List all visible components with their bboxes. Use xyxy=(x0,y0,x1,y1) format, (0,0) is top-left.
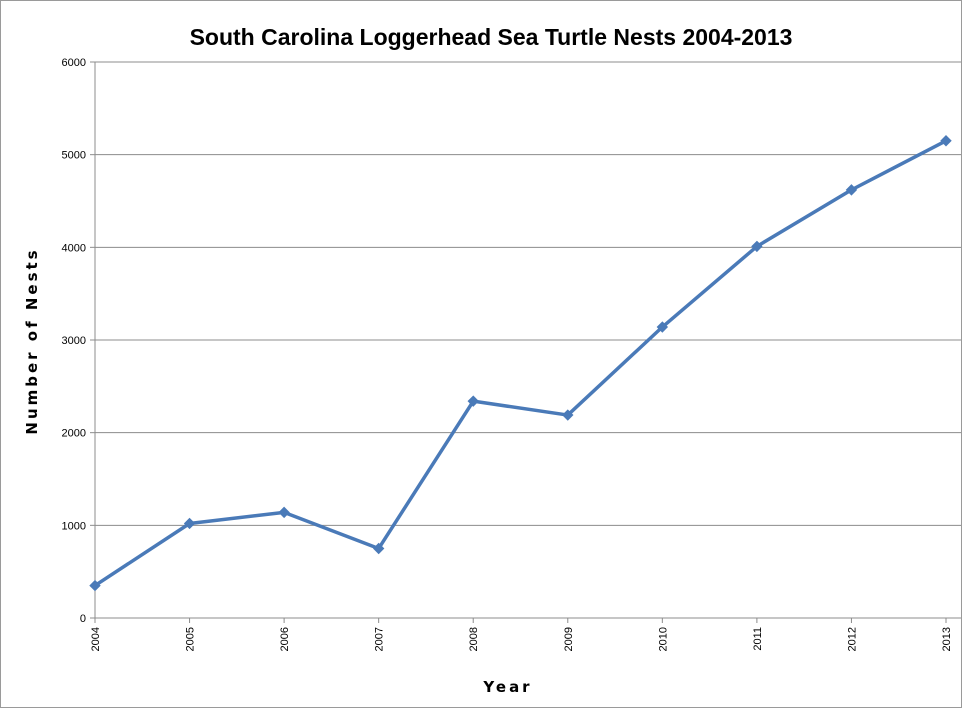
x-tick-label: 2004 xyxy=(90,627,102,651)
x-tick-label: 2005 xyxy=(185,627,197,651)
gridlines xyxy=(95,61,961,526)
x-tick-label: 2008 xyxy=(468,627,480,651)
y-tick-label: 2000 xyxy=(62,428,86,440)
x-tick-label: 2012 xyxy=(846,627,858,651)
y-tick-label: 3000 xyxy=(62,335,86,347)
data-point xyxy=(89,579,101,592)
chart-title: South Carolina Loggerhead Sea Turtle Nes… xyxy=(190,24,793,50)
x-tick-label: 2009 xyxy=(563,627,575,651)
y-tick-label: 1000 xyxy=(62,520,86,532)
x-axis-title: Year xyxy=(482,678,532,696)
data-point xyxy=(845,184,858,196)
data-point xyxy=(656,321,669,333)
x-tick-label: 2007 xyxy=(374,627,386,651)
x-tick-label: 2011 xyxy=(752,627,764,651)
data-point xyxy=(467,395,479,407)
data-point xyxy=(183,517,196,530)
axes xyxy=(90,61,961,623)
data-point xyxy=(562,409,574,421)
x-tick-label: 2006 xyxy=(279,627,291,651)
data-points xyxy=(89,135,952,592)
series-line xyxy=(93,139,948,588)
y-tick-label: 0 xyxy=(80,613,86,625)
data-point xyxy=(278,506,290,519)
y-tick-label: 4000 xyxy=(62,242,86,254)
data-point xyxy=(751,240,763,253)
data-point xyxy=(940,135,952,147)
y-tick-label: 5000 xyxy=(62,150,86,162)
y-axis-title: Number of Nests xyxy=(23,247,41,434)
y-tick-labels: 0 1000 2000 3000 4000 5000 6000 xyxy=(62,57,86,625)
data-point xyxy=(372,542,385,555)
series-lines xyxy=(93,139,948,588)
x-tick-labels: 2004 2005 2006 2007 2008 2009 2010 2011 2012 2013 xyxy=(90,627,953,651)
y-tick-label: 6000 xyxy=(62,57,86,69)
x-tick-label: 2013 xyxy=(941,627,953,651)
x-tick-label: 2010 xyxy=(657,627,669,651)
